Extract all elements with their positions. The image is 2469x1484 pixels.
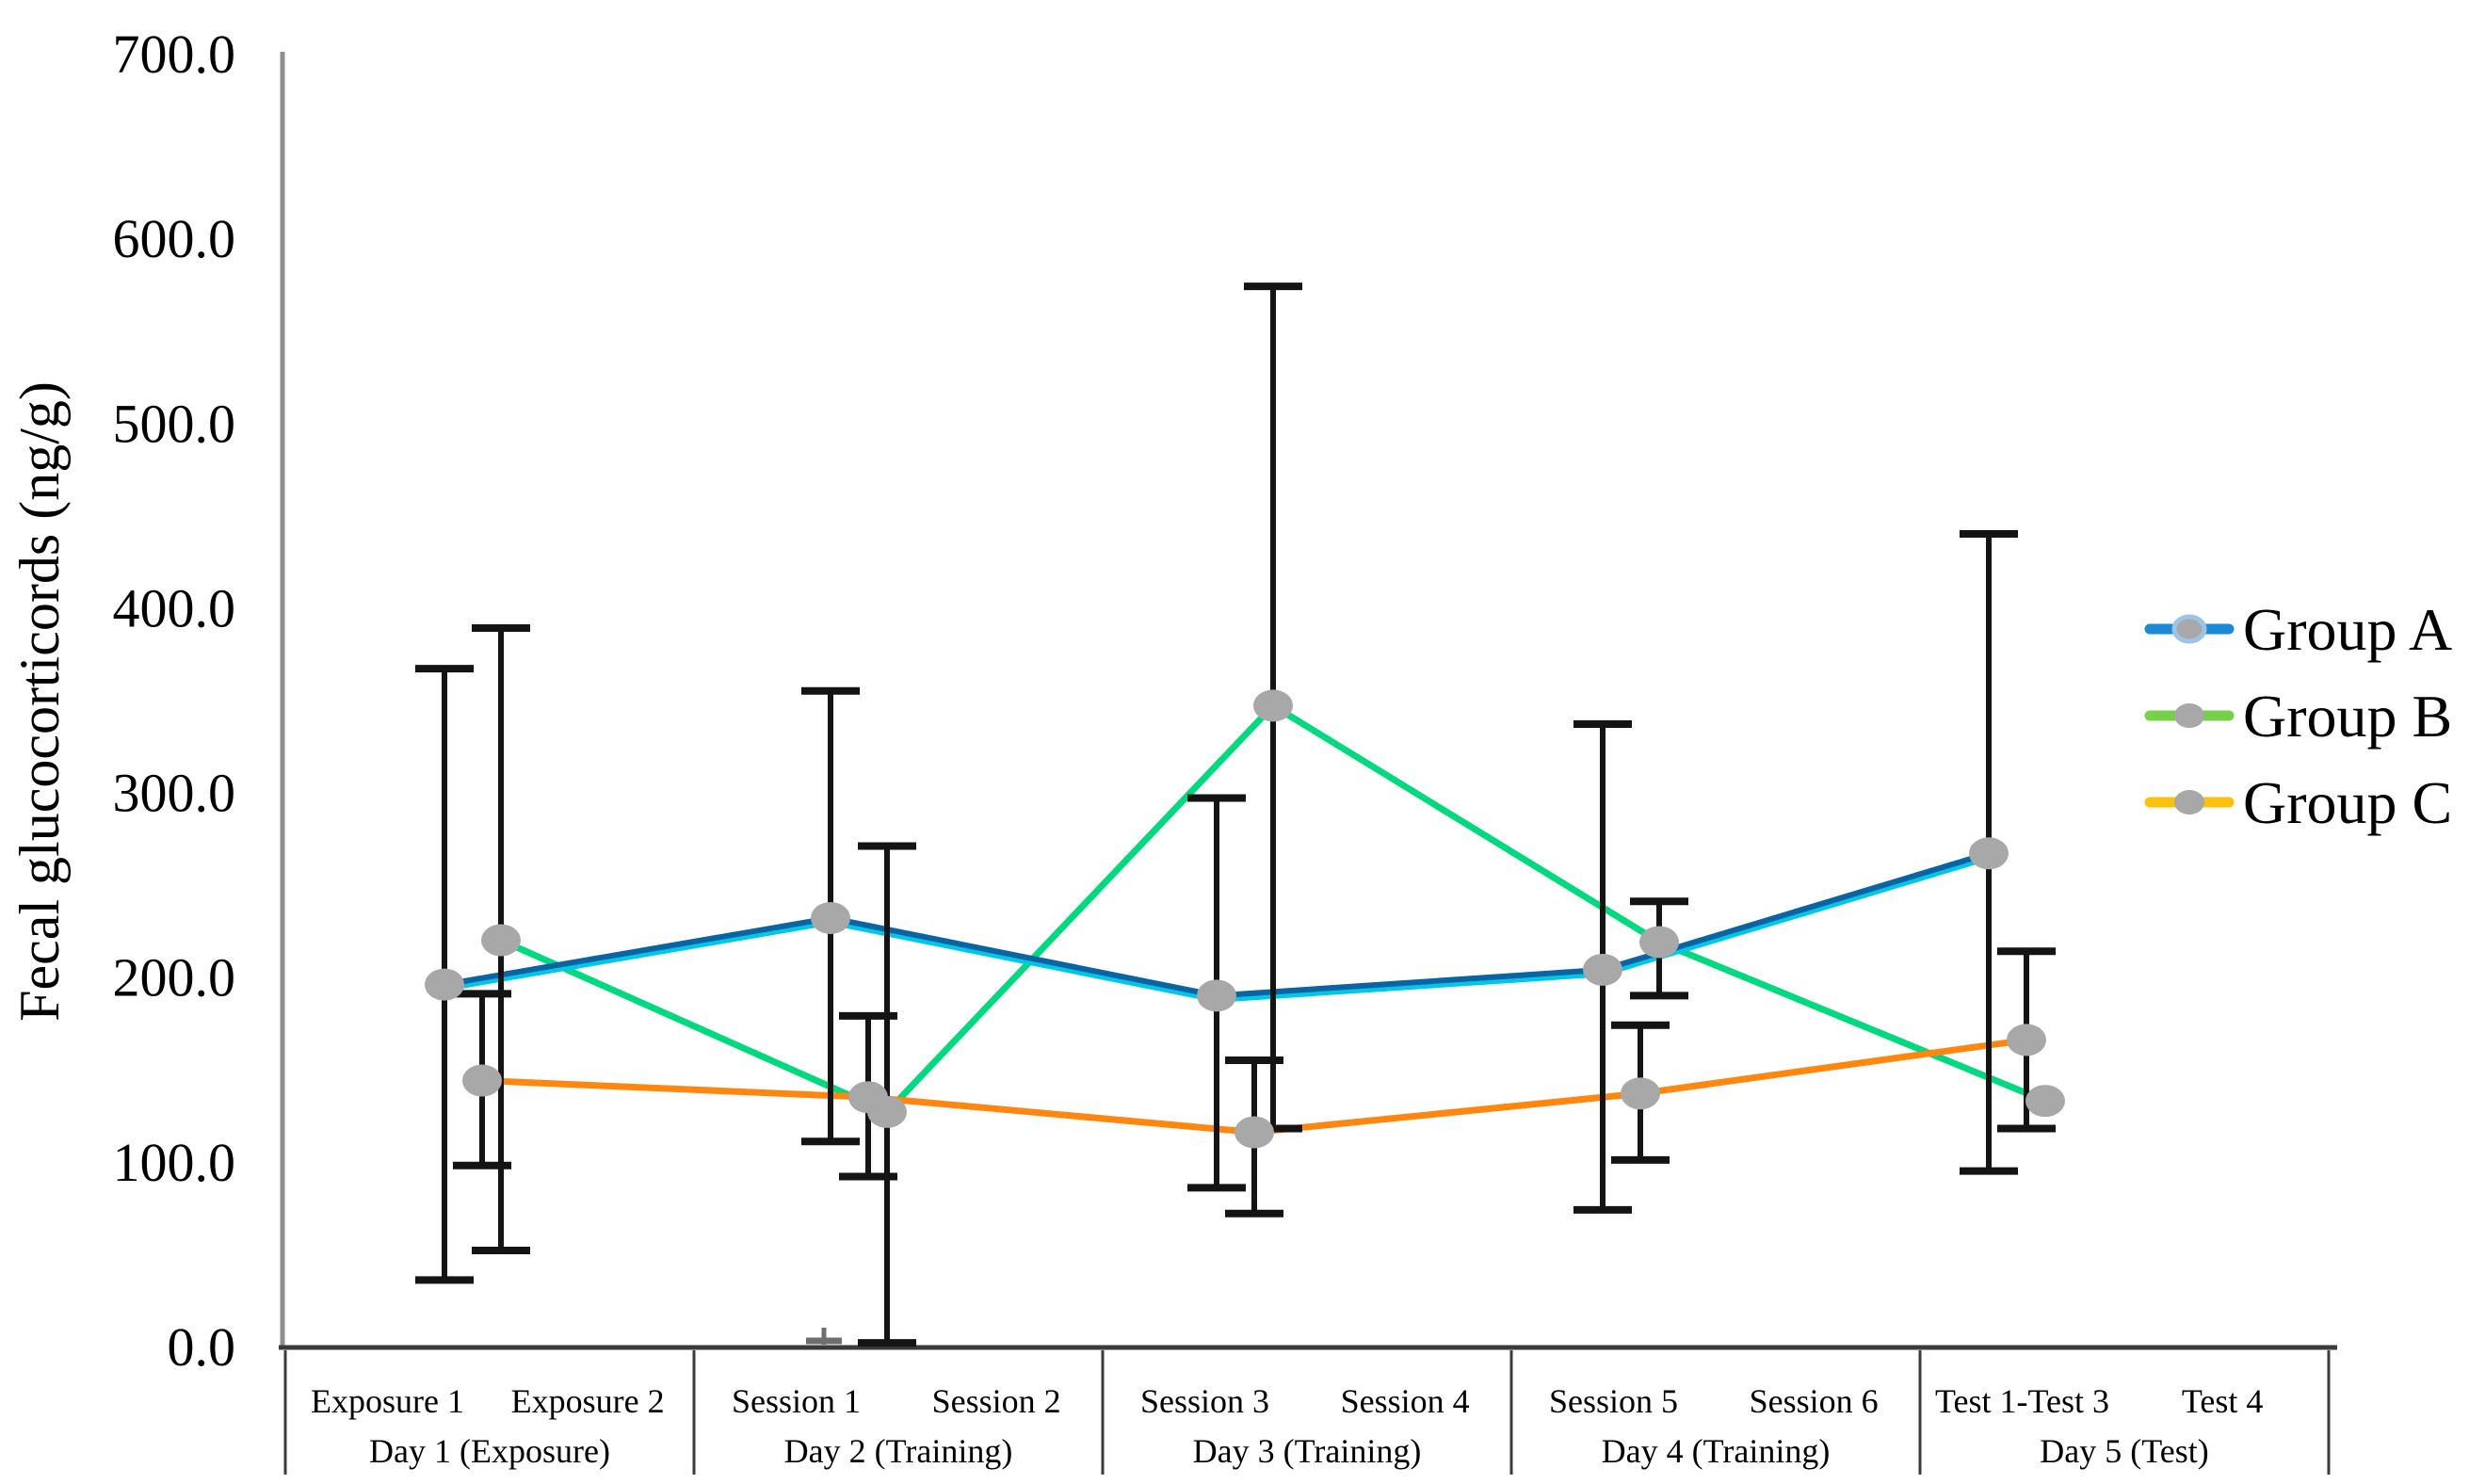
y-tick-label: 0.0 xyxy=(168,1316,236,1378)
legend-marker xyxy=(2174,703,2204,728)
data-point-marker xyxy=(2025,1085,2065,1118)
y-tick-label: 500.0 xyxy=(113,393,236,454)
data-point-marker xyxy=(1234,1116,1274,1149)
data-point-marker xyxy=(462,1064,502,1097)
y-tick-label: 600.0 xyxy=(113,208,236,269)
data-point-marker xyxy=(425,968,464,1001)
x-sublabel: Session 2 xyxy=(932,1382,1061,1420)
x-sublabel: Test 4 xyxy=(2182,1382,2263,1420)
x-sublabel: Exposure 1 xyxy=(311,1382,464,1420)
data-point-marker xyxy=(811,901,850,934)
x-day-label: Day 2 (Training) xyxy=(784,1432,1013,1470)
y-axis-title: Fecal glucocorticords (ng/g) xyxy=(8,381,71,1022)
y-tick-label: 100.0 xyxy=(113,1132,236,1193)
x-sublabel: Test 1-Test 3 xyxy=(1935,1382,2109,1420)
data-point-marker xyxy=(1639,926,1679,959)
x-day-label: Day 3 (Training) xyxy=(1193,1432,1422,1470)
data-point-marker xyxy=(1621,1077,1660,1110)
x-day-label: Day 4 (Training) xyxy=(1602,1432,1831,1470)
y-tick-label: 300.0 xyxy=(113,763,236,824)
x-sublabel: Session 4 xyxy=(1341,1382,1470,1420)
data-point-marker xyxy=(2007,1024,2046,1057)
legend-marker xyxy=(2171,614,2207,644)
x-sublabel: Exposure 2 xyxy=(511,1382,665,1420)
legend-label: Group C xyxy=(2243,769,2452,836)
data-point-marker xyxy=(481,924,521,957)
data-point-marker xyxy=(848,1081,888,1114)
data-point-marker xyxy=(1969,837,2009,870)
x-sublabel: Session 5 xyxy=(1549,1382,1678,1420)
x-sublabel: Session 1 xyxy=(732,1382,861,1420)
y-tick-label: 200.0 xyxy=(113,947,236,1008)
x-day-label: Day 5 (Test) xyxy=(2040,1432,2208,1470)
y-tick-label: 700.0 xyxy=(113,24,236,85)
data-point-marker xyxy=(1583,953,1622,986)
y-tick-label: 400.0 xyxy=(113,577,236,638)
legend-label: Group A xyxy=(2243,596,2452,663)
data-point-marker xyxy=(1197,979,1236,1012)
data-point-marker xyxy=(1253,689,1293,722)
x-sublabel: Session 6 xyxy=(1750,1382,1879,1420)
x-sublabel: Session 3 xyxy=(1140,1382,1269,1420)
x-day-label: Day 1 (Exposure) xyxy=(369,1432,610,1470)
legend-label: Group B xyxy=(2243,683,2452,750)
legend-marker xyxy=(2174,790,2204,815)
